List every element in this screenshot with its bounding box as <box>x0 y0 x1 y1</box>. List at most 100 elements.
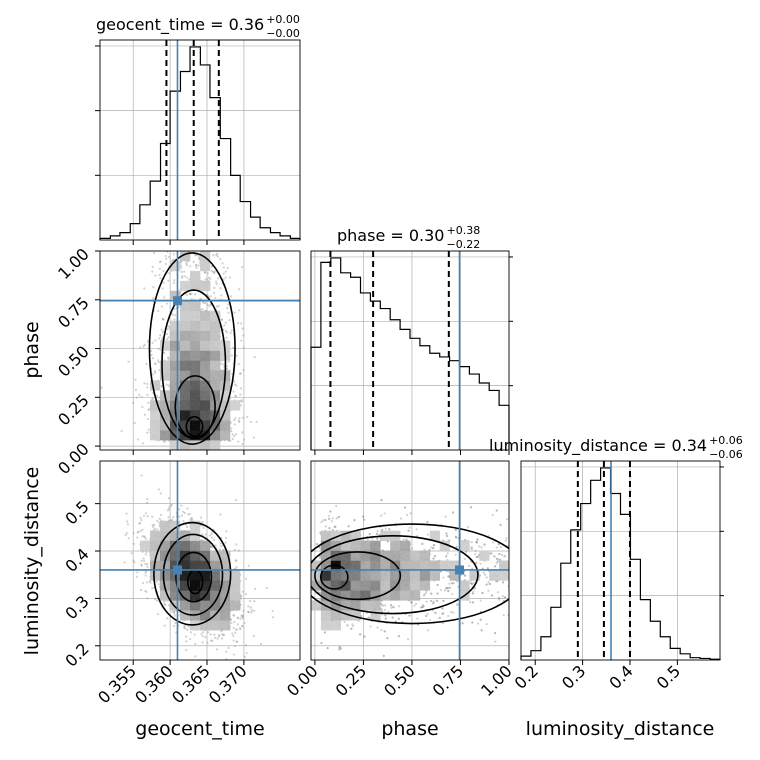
scatter-point <box>206 303 209 306</box>
scatter-point <box>211 639 214 642</box>
scatter-point <box>178 515 181 518</box>
scatter-point <box>193 254 196 257</box>
scatter-point <box>236 623 239 626</box>
scatter-point <box>250 611 253 614</box>
density-bin <box>160 410 171 421</box>
scatter-point <box>183 275 186 278</box>
scatter-point <box>233 419 236 422</box>
scatter-point <box>160 385 163 388</box>
scatter-panel-geocent_time-phase <box>100 251 300 450</box>
density-bin <box>210 380 221 391</box>
scatter-point <box>167 336 170 339</box>
scatter-point <box>183 626 186 629</box>
scatter-point <box>127 360 130 363</box>
scatter-point <box>163 351 166 355</box>
scatter-point <box>252 436 256 439</box>
scatter-point <box>234 417 237 420</box>
scatter-point <box>210 532 213 536</box>
scatter-point <box>183 624 186 628</box>
density-bin <box>200 320 211 331</box>
scatter-point <box>165 302 169 305</box>
scatter-point <box>185 635 188 638</box>
scatter-point <box>156 528 159 531</box>
scatter-point <box>136 571 139 574</box>
scatter-point <box>204 533 207 536</box>
scatter-point <box>238 372 242 376</box>
scatter-point <box>151 373 154 376</box>
scatter-point <box>206 631 210 634</box>
contour-level-2 <box>161 289 227 440</box>
scatter-point <box>217 635 221 638</box>
scatter-point <box>160 328 163 331</box>
scatter-point <box>157 360 160 364</box>
scatter-point <box>141 442 144 445</box>
contours <box>148 252 236 445</box>
scatter-point <box>233 423 236 426</box>
density-bin <box>180 320 191 331</box>
scatter-point <box>195 266 198 269</box>
scatter-point <box>223 324 226 327</box>
scatter-point <box>233 620 236 623</box>
scatter-point <box>232 627 235 630</box>
scatter-point <box>149 349 153 353</box>
density-bin <box>160 420 171 431</box>
scatter-point <box>220 362 223 366</box>
scatter-point <box>225 336 228 339</box>
scatter-point <box>239 322 243 325</box>
density-bin <box>190 280 201 292</box>
scatter-point <box>232 613 235 617</box>
scatter-point <box>241 327 244 330</box>
scatter-point <box>178 508 181 511</box>
scatter-point <box>146 563 149 566</box>
scatter-point <box>146 393 149 396</box>
scatter-point <box>246 415 249 419</box>
scatter-point <box>215 648 219 651</box>
scatter-point <box>139 346 142 349</box>
scatter-point <box>190 297 193 301</box>
density-bin <box>170 440 181 450</box>
scatter-point <box>162 318 165 321</box>
scatter-point <box>139 521 142 524</box>
scatter-point <box>143 535 146 539</box>
scatter-point <box>189 292 192 296</box>
scatter-point <box>140 563 143 566</box>
scatter-point <box>193 293 197 296</box>
density-bin <box>210 370 221 381</box>
scatter-point <box>244 593 248 596</box>
density-bin <box>220 410 231 421</box>
scatter-point <box>201 634 204 638</box>
scatter-point <box>234 644 237 648</box>
scatter-point <box>146 498 149 501</box>
scatter-point <box>271 616 275 619</box>
scatter-point <box>160 305 163 308</box>
scatter-point <box>244 577 248 580</box>
scatter-point <box>239 393 242 396</box>
scatter-point <box>164 262 167 266</box>
density-bin <box>180 400 191 411</box>
scatter-point <box>209 633 212 636</box>
scatter-point <box>135 396 138 399</box>
scatter-point <box>212 538 216 541</box>
scatter-point <box>180 270 183 274</box>
density-bin <box>170 290 181 302</box>
scatter-point <box>179 261 183 264</box>
scatter-point <box>126 523 130 526</box>
density-bin <box>190 300 201 311</box>
scatter-point <box>247 564 250 568</box>
scatter-point <box>231 437 234 441</box>
scatter-point <box>168 604 171 607</box>
scatter-point <box>161 317 164 321</box>
scatter-point <box>221 637 224 640</box>
scatter-point <box>206 272 209 275</box>
scatter-point <box>242 334 245 337</box>
scatter-point <box>214 296 217 300</box>
hist-panel-geocent_time: geocent_time = 0.36 +0.00−0.00 <box>95 13 301 240</box>
scatter-point <box>173 614 176 617</box>
scatter-point <box>239 628 242 631</box>
scatter-point <box>173 318 176 321</box>
scatter-point <box>221 262 224 265</box>
scatter-point <box>144 553 147 556</box>
scatter-point <box>227 646 230 649</box>
scatter-point <box>158 337 161 340</box>
scatter-point <box>219 513 222 516</box>
